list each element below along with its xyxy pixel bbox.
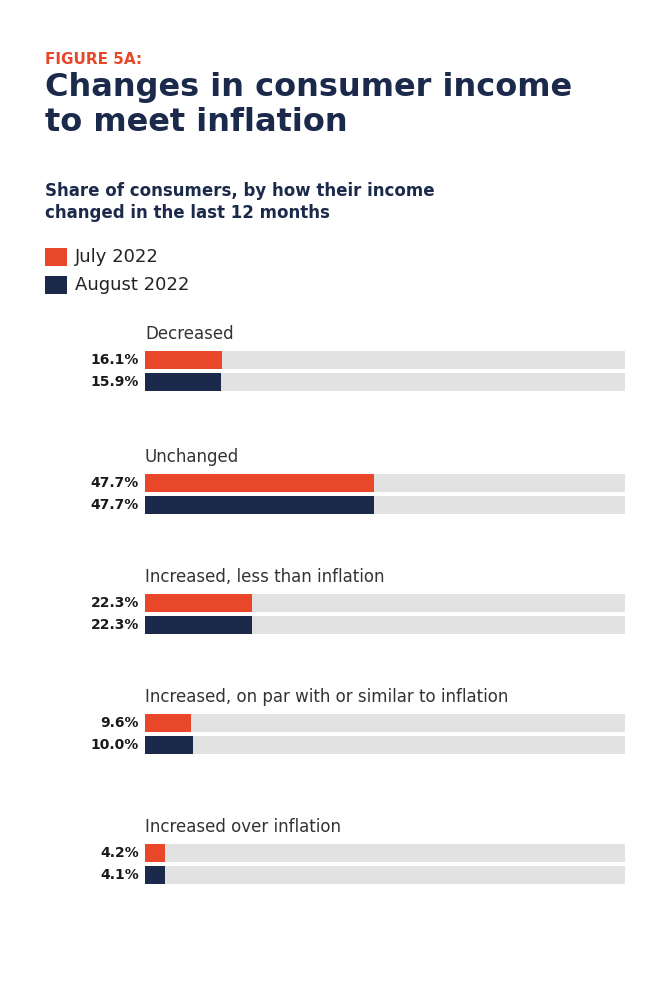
Bar [145,844,625,862]
Bar [145,616,252,634]
Bar [145,351,222,369]
Text: 4.1%: 4.1% [101,868,139,882]
Bar [45,276,67,294]
Bar [145,373,625,391]
Text: July 2022: July 2022 [75,248,159,266]
Text: 22.3%: 22.3% [91,618,139,632]
Bar [145,844,165,862]
Text: 16.1%: 16.1% [91,353,139,367]
Text: 22.3%: 22.3% [91,596,139,610]
Bar [145,714,625,732]
Bar [145,373,221,391]
Text: August 2022: August 2022 [75,276,189,294]
Text: 47.7%: 47.7% [91,476,139,490]
Text: Increased, on par with or similar to inflation: Increased, on par with or similar to inf… [145,688,509,706]
Bar [145,866,165,884]
Text: 47.7%: 47.7% [91,498,139,512]
Bar [145,496,625,514]
Text: Decreased: Decreased [145,325,234,343]
Bar [145,616,625,634]
Bar [145,474,374,492]
Bar [145,714,191,732]
Bar [145,474,625,492]
Text: Unchanged: Unchanged [145,448,239,466]
Text: 10.0%: 10.0% [91,738,139,752]
Bar [145,736,625,754]
Bar [145,594,625,612]
Text: Increased over inflation: Increased over inflation [145,818,341,836]
Bar [145,351,625,369]
Bar [45,248,67,266]
Bar [145,736,193,754]
Text: 4.2%: 4.2% [101,846,139,860]
Text: Increased, less than inflation: Increased, less than inflation [145,568,385,586]
Bar [145,496,374,514]
Text: 15.9%: 15.9% [91,375,139,389]
Text: 9.6%: 9.6% [101,716,139,730]
Bar [145,866,625,884]
Text: Changes in consumer income
to meet inflation: Changes in consumer income to meet infla… [45,72,572,138]
Bar [145,594,252,612]
Text: Share of consumers, by how their income
changed in the last 12 months: Share of consumers, by how their income … [45,182,435,222]
Text: FIGURE 5A:: FIGURE 5A: [45,52,142,67]
